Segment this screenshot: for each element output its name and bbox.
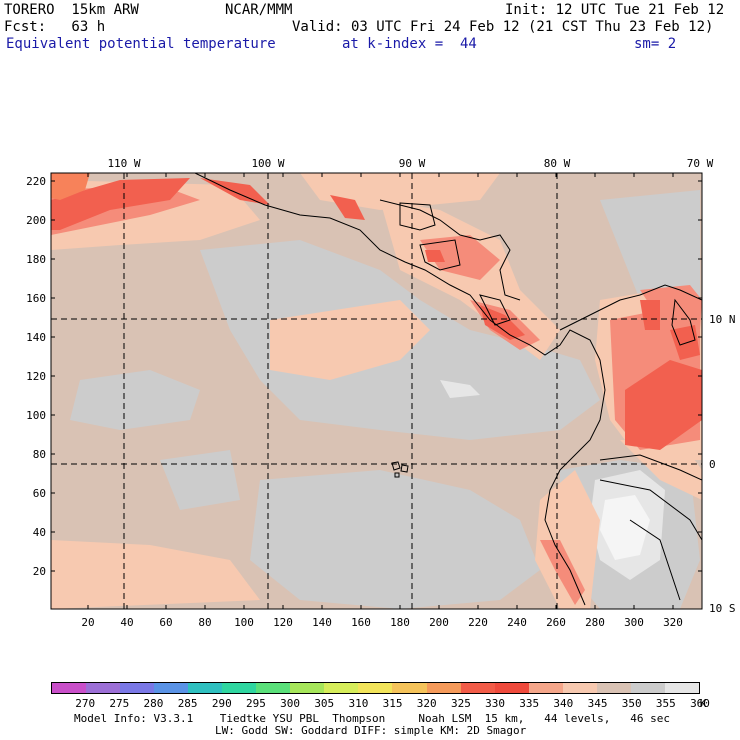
longitude-label: 90 W	[399, 157, 426, 170]
map-frame	[50, 172, 703, 610]
colorbar-label: 305	[314, 697, 335, 710]
longitude-label: 80 W	[544, 157, 571, 170]
colorbar-segment	[426, 683, 461, 693]
colorbar-segment	[494, 683, 529, 693]
colorbar-segment	[188, 683, 223, 693]
colorbar-label: 325	[450, 697, 471, 710]
x-tick-label: 300	[624, 616, 644, 629]
latitude-label: 0	[709, 458, 716, 471]
map-panel: 220 200 180 160 140 120 100 80 60 40 20 20 40 60 80 100…	[26, 157, 735, 629]
longitude-label: 110 W	[107, 157, 140, 170]
x-tick-label: 220	[468, 616, 488, 629]
colorbar-label: 295	[246, 697, 266, 710]
axis-labels: 220 200 180 160 140 120 100 80 60 40 20 20 40 60 80 100…	[26, 157, 735, 629]
colorbar-label: 320	[416, 697, 437, 710]
colorbar-segment	[290, 683, 325, 693]
x-tick-label: 160	[351, 616, 371, 629]
colorbar-segment	[222, 683, 257, 693]
colorbar-label: 350	[621, 697, 642, 710]
x-tick-label: 80	[198, 616, 211, 629]
forecast-hour: Fcst: 63 h	[4, 19, 106, 35]
colorbar-label: 310	[348, 697, 369, 710]
y-tick-label: 20	[33, 565, 46, 578]
colorbar-segment	[562, 683, 597, 693]
latitude-label: 10 S	[709, 602, 736, 615]
y-tick-label: 180	[26, 253, 46, 266]
colorbar-label: 275	[109, 697, 130, 710]
y-tick-label: 120	[26, 370, 46, 383]
graticule	[51, 173, 702, 609]
colorbar-label: 290	[211, 697, 232, 710]
y-tick-label: 80	[33, 448, 46, 461]
colorbar-label: 335	[519, 697, 540, 710]
colorbar-segment	[154, 683, 189, 693]
x-tick-label: 200	[429, 616, 449, 629]
colorbar-label: 280	[143, 697, 164, 710]
colorbar-segment	[120, 683, 155, 693]
x-tick-label: 40	[120, 616, 133, 629]
colorbar-label: 345	[587, 697, 608, 710]
y-tick-label: 100	[26, 409, 46, 422]
y-tick-label: 140	[26, 331, 46, 344]
colorbar-segment	[86, 683, 121, 693]
latitude-label: 10 N	[709, 313, 736, 326]
x-tick-label: 100	[234, 616, 254, 629]
colorbar-segment	[664, 683, 699, 693]
level-info: at k-index = 44	[342, 36, 477, 52]
valid-time: Valid: 03 UTC Fri 24 Feb 12 (21 CST Thu …	[292, 19, 714, 35]
colorbar-segment	[52, 683, 87, 693]
field-name: Equivalent potential temperature	[6, 36, 276, 52]
x-tick-label: 320	[663, 616, 683, 629]
colorbar-segment	[528, 683, 563, 693]
y-tick-label: 220	[26, 175, 46, 188]
colorbar-segment	[392, 683, 427, 693]
y-tick-label: 200	[26, 214, 46, 227]
institution: NCAR/MMM	[225, 2, 293, 18]
x-tick-label: 20	[81, 616, 94, 629]
model-title: TORERO 15km ARW	[4, 2, 139, 18]
x-tick-label: 280	[585, 616, 605, 629]
x-tick-label: 180	[390, 616, 410, 629]
colorbar-label: 330	[485, 697, 505, 710]
colorbar	[51, 682, 700, 694]
colorbar-label: 300	[280, 697, 301, 710]
model-info: Model Info: V3.3.1 Tiedtke YSU PBL Thomp…	[74, 712, 671, 725]
theta-e-field	[51, 173, 702, 609]
colorbar-segment	[630, 683, 665, 693]
colorbar-label: K	[699, 697, 707, 710]
colorbar-label: 340	[553, 697, 574, 710]
colorbar-label: 285	[177, 697, 198, 710]
axis-ticks	[51, 173, 702, 609]
colorbar-segment	[358, 683, 393, 693]
colorbar-segment	[256, 683, 291, 693]
x-tick-label: 240	[507, 616, 527, 629]
y-tick-label: 60	[33, 487, 46, 500]
x-tick-label: 120	[273, 616, 293, 629]
x-tick-label: 260	[546, 616, 566, 629]
x-tick-label: 140	[312, 616, 332, 629]
colorbar-label: 270	[75, 697, 96, 710]
smoothing-info: sm= 2	[634, 36, 677, 52]
y-tick-label: 40	[33, 526, 46, 539]
x-tick-label: 60	[159, 616, 172, 629]
colorbar-segment	[596, 683, 631, 693]
colorbar-label: 355	[655, 697, 676, 710]
longitude-label: 100 W	[251, 157, 284, 170]
colorbar-segment	[460, 683, 495, 693]
colorbar-label: 315	[382, 697, 403, 710]
init-time: Init: 12 UTC Tue 21 Feb 12	[505, 2, 725, 18]
colorbar-segment	[324, 683, 359, 693]
colorbar-label: 360	[690, 697, 710, 710]
longitude-label: 70 W	[687, 157, 714, 170]
physics-info: LW: Godd SW: Goddard DIFF: simple KM: 2D…	[215, 724, 527, 737]
y-tick-label: 160	[26, 292, 46, 305]
